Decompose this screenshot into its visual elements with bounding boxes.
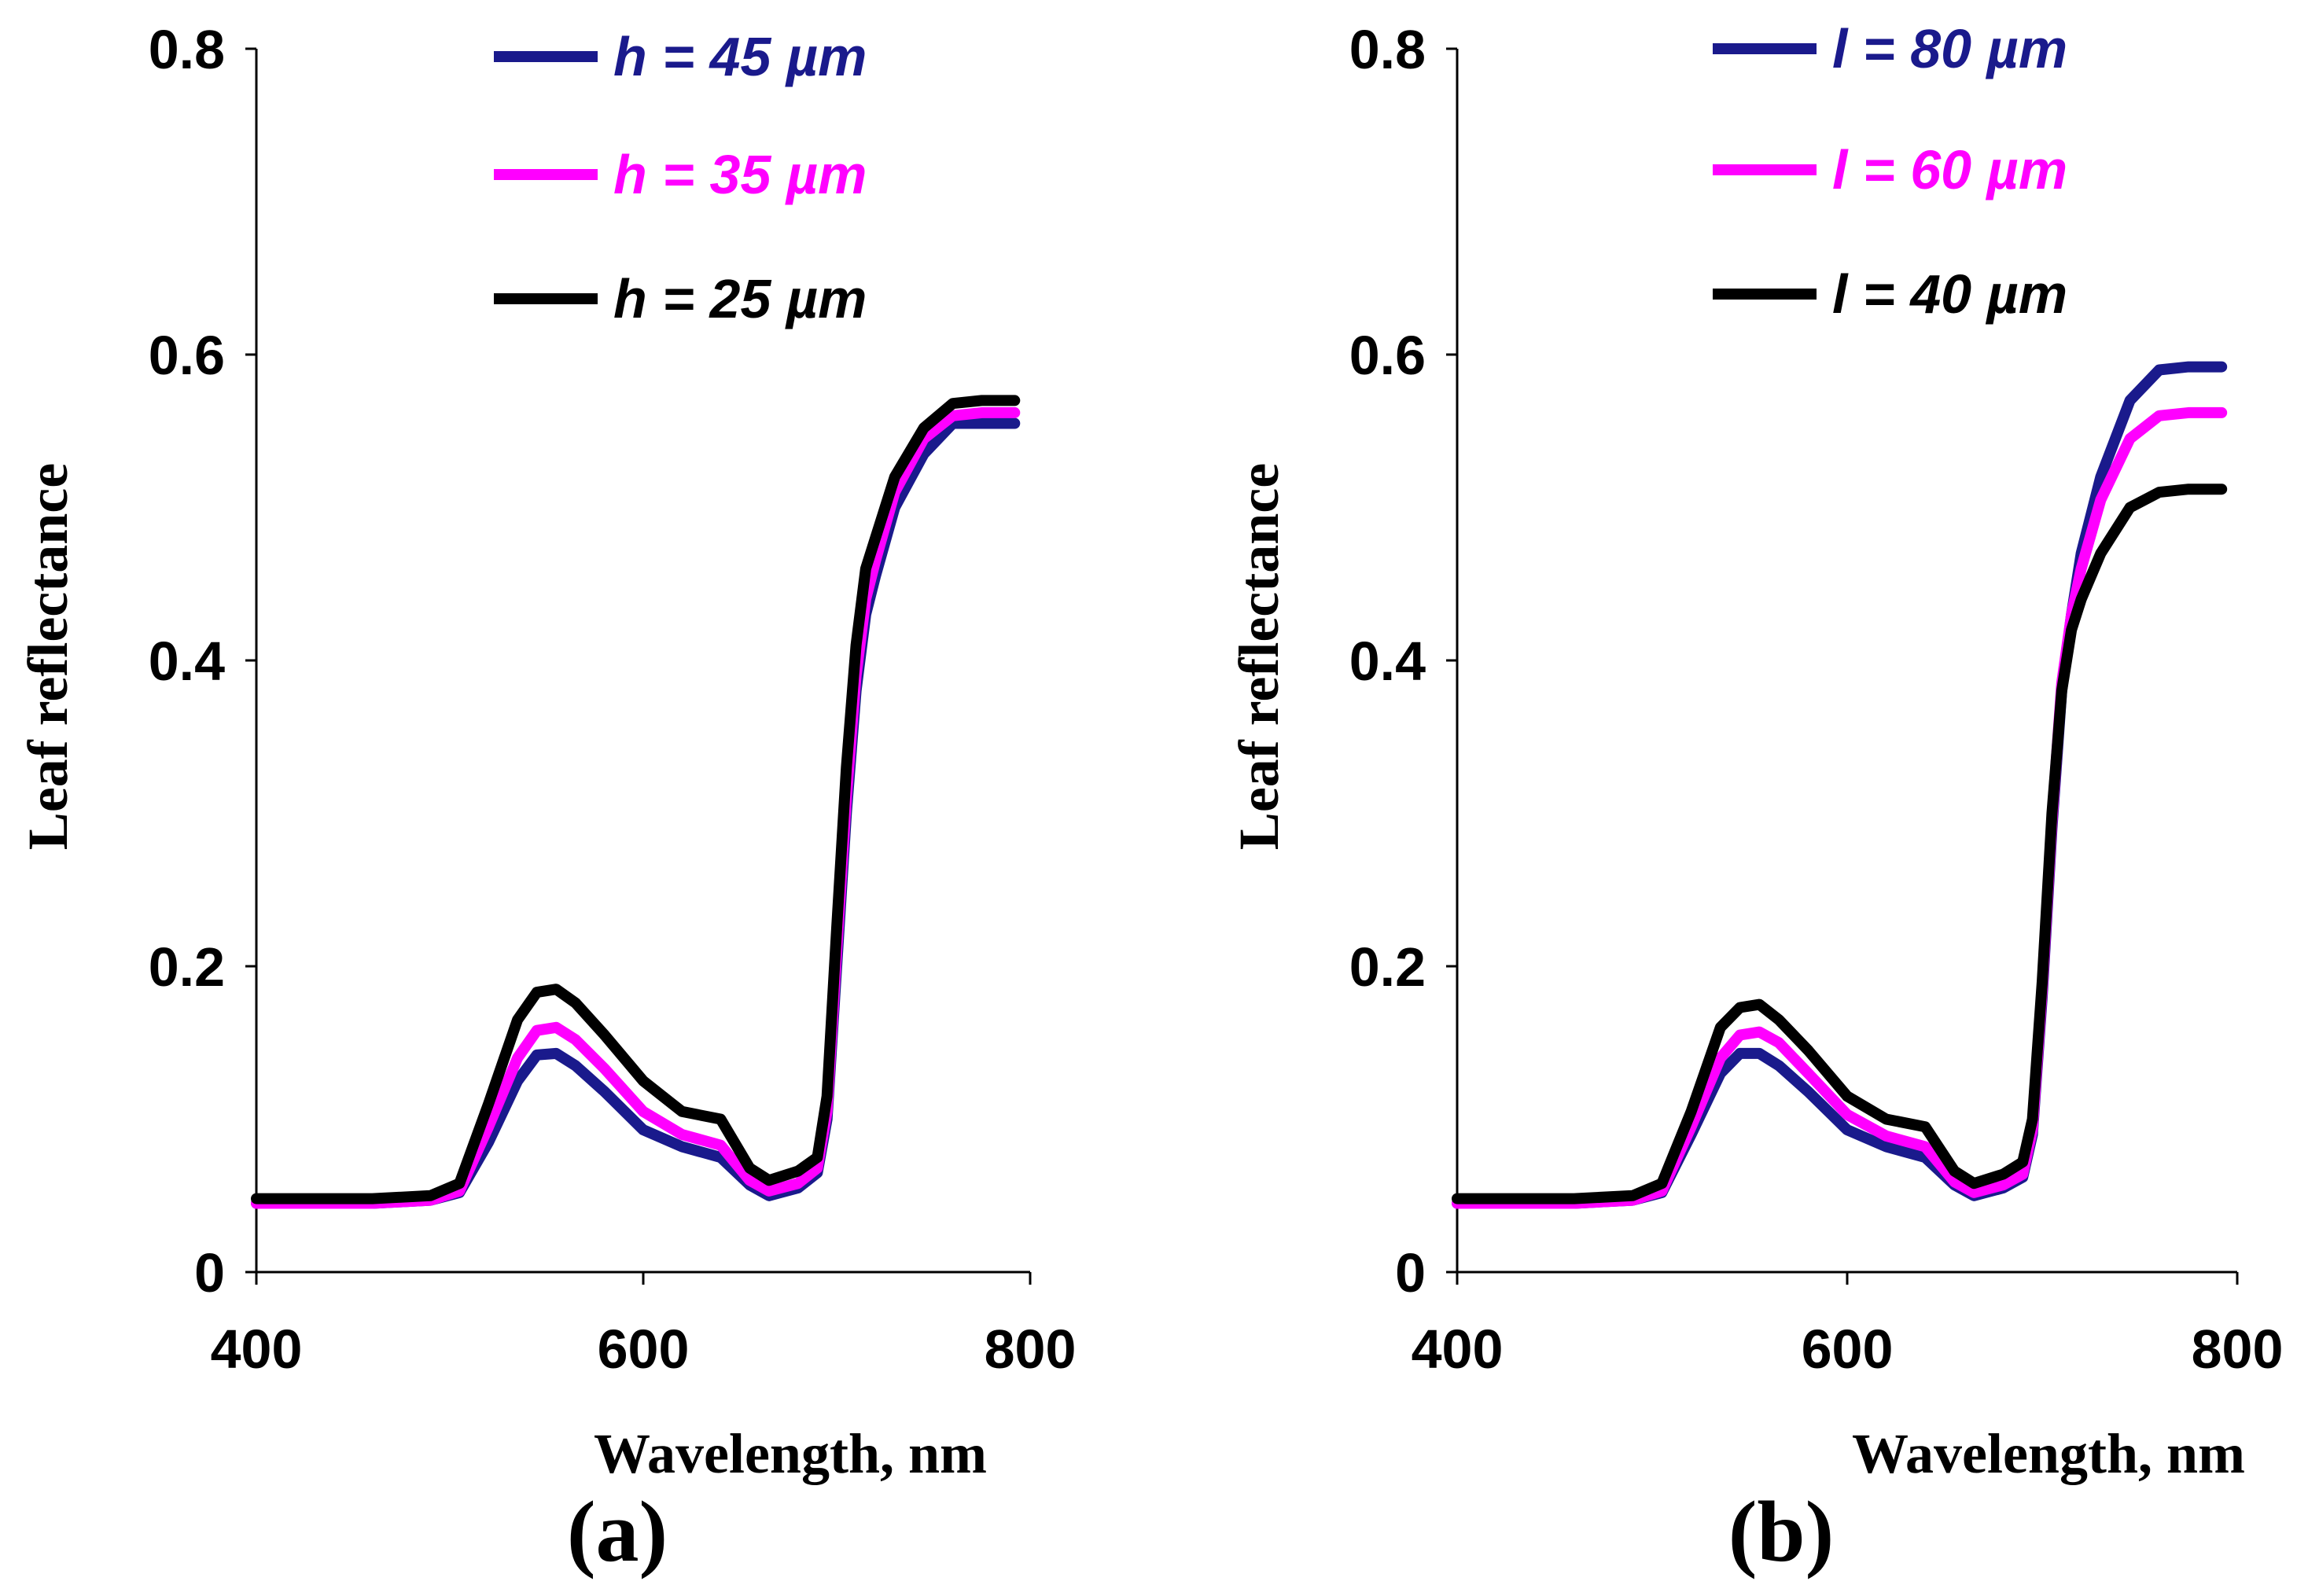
series-line-a-1 [251, 417, 1021, 1209]
legend-label-b-2: l = 60 µm [1832, 139, 2067, 200]
panel-b: Leaf reflectance Wavelength, nm (b) 0 0.2… [1228, 18, 2283, 1579]
x-tick-label-b: 800 [2192, 1318, 2284, 1380]
series-line-a-2 [251, 406, 1021, 1209]
y-tick-label-b: 0.4 [1349, 631, 1426, 692]
y-tick-label-b: 0 [1395, 1242, 1426, 1304]
x-tick-label-b: 600 [1802, 1318, 1894, 1380]
panel-label-a: (a) [567, 1484, 668, 1579]
y-tick-label-b: 0.2 [1349, 936, 1426, 998]
legend-label-a-2: h = 35 µm [613, 144, 867, 205]
x-tick-label-b: 400 [1412, 1318, 1504, 1380]
y-tick-label-a: 0 [194, 1242, 225, 1304]
x-axis-title-a: Wavelength, nm [594, 1422, 987, 1485]
y-axis-title-b: Leaf reflectance [1228, 463, 1290, 850]
y-tick-label-b: 0.8 [1349, 19, 1426, 80]
y-tick-label-a: 0.6 [149, 325, 225, 386]
x-tick-label-a: 600 [598, 1318, 690, 1380]
legend-label-b-1: l = 80 µm [1832, 18, 2067, 79]
legend-label-a-1: h = 45 µm [613, 26, 867, 87]
y-tick-label-b: 0.6 [1349, 325, 1426, 386]
y-axis-title-a: Leaf reflectance [17, 463, 79, 850]
x-axis-title-b: Wavelength, nm [1852, 1422, 2245, 1485]
y-tick-label-a: 0.8 [149, 19, 225, 80]
panel-a: Leaf reflectance Wavelength, nm (a) 0 0.2… [17, 19, 1076, 1579]
y-tick-label-a: 0.4 [149, 631, 225, 692]
legend-label-b-3: l = 40 µm [1832, 263, 2067, 325]
series-line-a-3 [251, 395, 1021, 1204]
x-tick-label-a: 800 [985, 1318, 1077, 1380]
legend-label-a-3: h = 25 µm [613, 268, 867, 329]
series-line-b-2 [1452, 406, 2228, 1209]
y-tick-label-a: 0.2 [149, 936, 225, 998]
series-line-b-3 [1452, 484, 2228, 1204]
panel-label-b: (b) [1728, 1484, 1834, 1579]
x-tick-label-a: 400 [211, 1318, 303, 1380]
